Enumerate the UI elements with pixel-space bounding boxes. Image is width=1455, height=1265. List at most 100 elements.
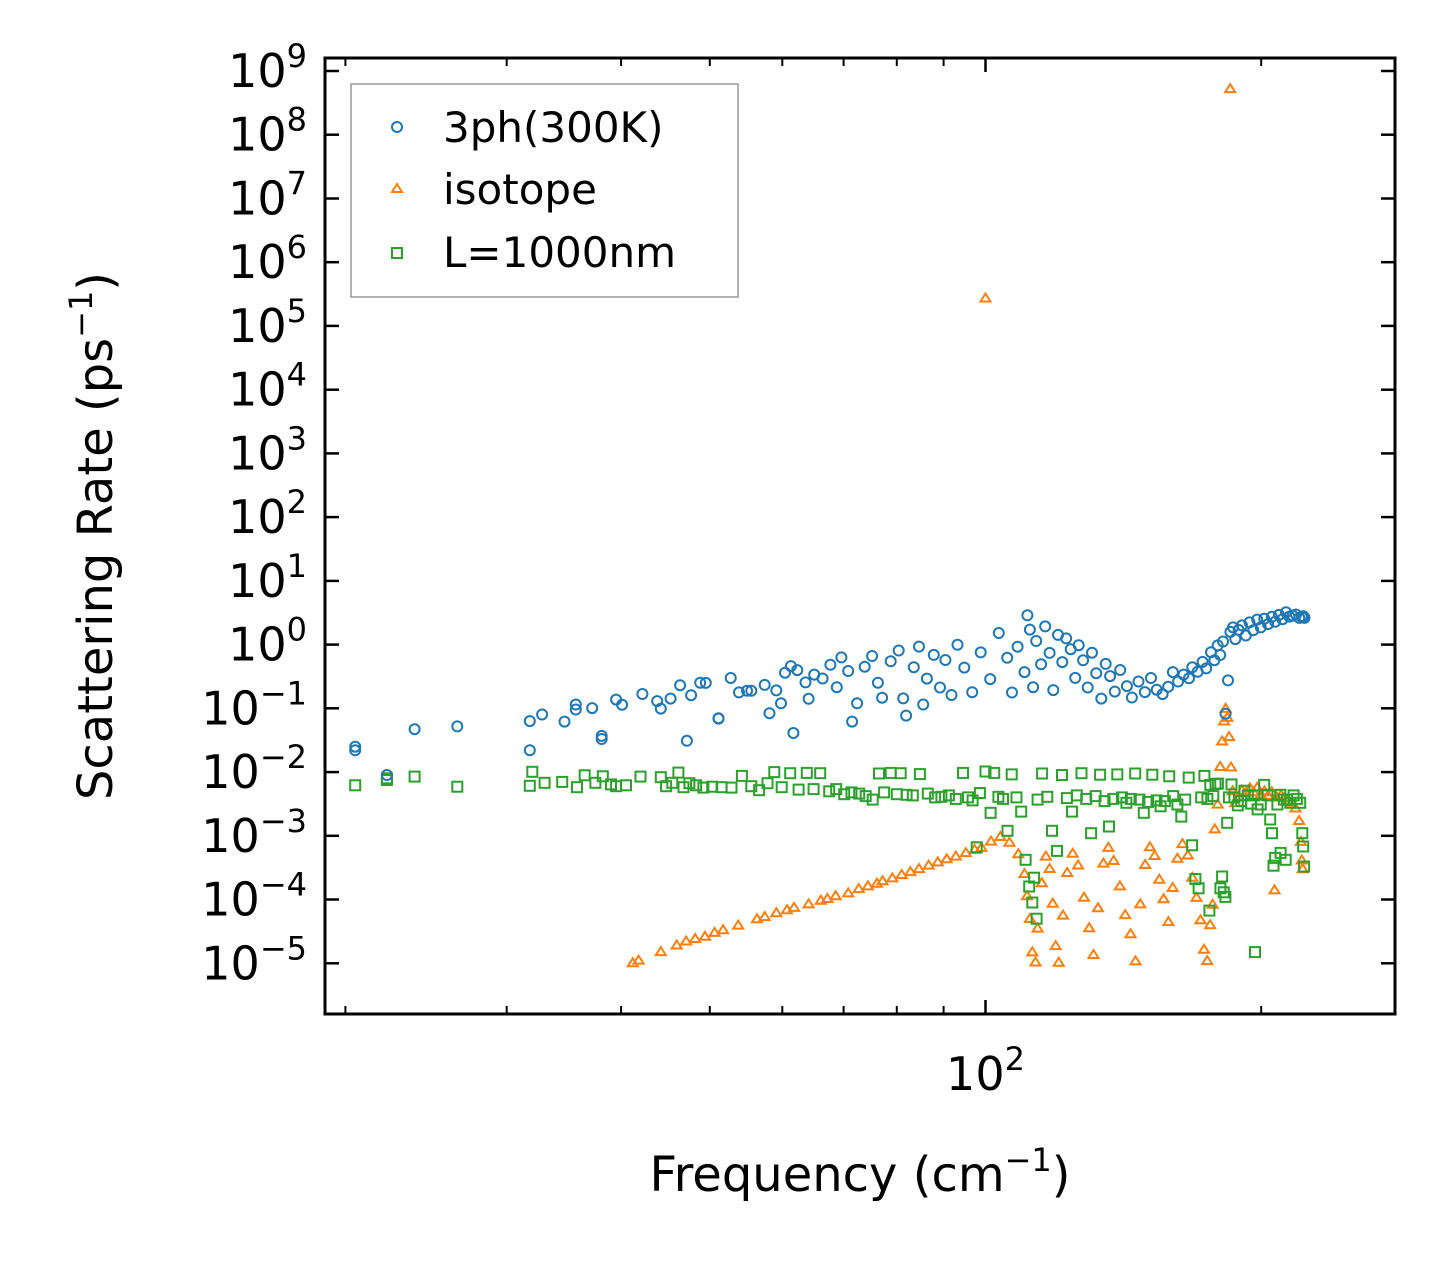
data-point — [894, 767, 907, 780]
data-point — [1225, 778, 1238, 791]
data-point — [1039, 620, 1052, 633]
data-point — [1002, 835, 1017, 847]
data-point — [801, 897, 816, 909]
data-point — [838, 788, 851, 801]
data-point — [930, 855, 945, 867]
data-point — [1015, 805, 1028, 818]
data-point — [921, 858, 936, 870]
data-point — [929, 791, 942, 804]
data-point — [1096, 856, 1111, 868]
data-point — [1027, 681, 1040, 694]
data-point — [1090, 667, 1103, 680]
data-point — [1133, 793, 1146, 806]
data-point — [1179, 793, 1192, 806]
data-point — [1036, 767, 1049, 780]
data-point — [680, 734, 693, 747]
data-point — [892, 644, 905, 657]
data-point — [1217, 635, 1229, 648]
data-point — [1228, 791, 1241, 804]
y-tick-label: 10−2 — [201, 738, 307, 799]
legend-marker-isotope — [390, 182, 404, 193]
data-point — [1082, 921, 1097, 933]
data-point — [845, 786, 858, 799]
data-point — [1104, 670, 1117, 683]
y-tick-label: 109 — [228, 37, 307, 98]
data-point — [725, 781, 738, 794]
data-point — [917, 698, 930, 711]
data-point — [1267, 859, 1280, 872]
data-point — [866, 650, 879, 662]
data-point — [851, 882, 866, 894]
data-point — [858, 660, 871, 673]
legend-marker-boundary — [391, 247, 403, 259]
data-point — [939, 852, 954, 864]
data-point — [741, 684, 753, 697]
data-point — [846, 715, 859, 728]
data-point — [945, 689, 958, 701]
y-tick-label: 10−3 — [201, 802, 307, 863]
data-point — [984, 673, 997, 686]
data-point — [984, 806, 997, 819]
data-point — [1060, 866, 1075, 877]
data-point — [816, 672, 829, 685]
data-point — [1216, 870, 1229, 883]
data-point — [787, 901, 801, 912]
y-tick-label: 10−4 — [201, 866, 307, 927]
data-point — [948, 849, 963, 861]
data-point — [1098, 795, 1111, 808]
data-point — [685, 689, 698, 702]
data-point — [1264, 813, 1277, 826]
y-tick-label: 106 — [228, 228, 307, 289]
data-point — [792, 783, 805, 796]
data-point — [1195, 791, 1208, 804]
data-point — [1248, 789, 1261, 802]
data-point — [1292, 814, 1306, 825]
data-point — [672, 766, 685, 779]
data-point — [997, 792, 1009, 805]
data-point — [1298, 611, 1311, 624]
data-point — [1060, 632, 1073, 645]
data-point — [978, 291, 993, 303]
data-point — [1028, 871, 1041, 884]
data-point — [1193, 913, 1208, 925]
data-point — [1095, 692, 1108, 705]
plot-frame — [323, 56, 1397, 1016]
data-point — [1196, 655, 1209, 668]
y-tick-label: 102 — [228, 483, 307, 544]
data-point — [569, 703, 582, 716]
data-point — [1221, 816, 1234, 829]
data-point — [1026, 896, 1039, 909]
y-tick-label: 108 — [228, 101, 307, 162]
data-point — [1019, 853, 1032, 866]
x-axis-label: Frequency (cm−1) — [649, 1141, 1070, 1203]
data-point — [1048, 939, 1063, 951]
data-point — [595, 733, 608, 745]
data-point — [835, 651, 848, 664]
data-point — [1166, 666, 1179, 679]
data-point — [666, 776, 679, 789]
legend-frame — [350, 83, 739, 298]
data-point — [1222, 674, 1234, 687]
data-point — [1030, 912, 1043, 925]
data-point — [1111, 768, 1124, 781]
data-point — [1207, 790, 1220, 803]
data-point — [1183, 672, 1195, 685]
data-point — [1077, 654, 1090, 667]
data-point — [1113, 879, 1127, 891]
data-point — [775, 781, 788, 794]
data-point — [571, 781, 583, 794]
y-tick-label: 10−5 — [201, 929, 307, 990]
data-point — [921, 787, 934, 800]
data-point — [814, 767, 827, 780]
data-point — [1161, 915, 1176, 927]
data-point — [1296, 827, 1309, 840]
data-point — [558, 715, 571, 728]
data-point — [526, 765, 539, 778]
data-point — [634, 770, 647, 783]
data-point — [1189, 891, 1204, 902]
data-point — [1077, 890, 1091, 902]
data-point — [1028, 955, 1043, 967]
data-point — [349, 779, 362, 792]
data-point — [631, 953, 646, 965]
data-point — [724, 672, 737, 684]
